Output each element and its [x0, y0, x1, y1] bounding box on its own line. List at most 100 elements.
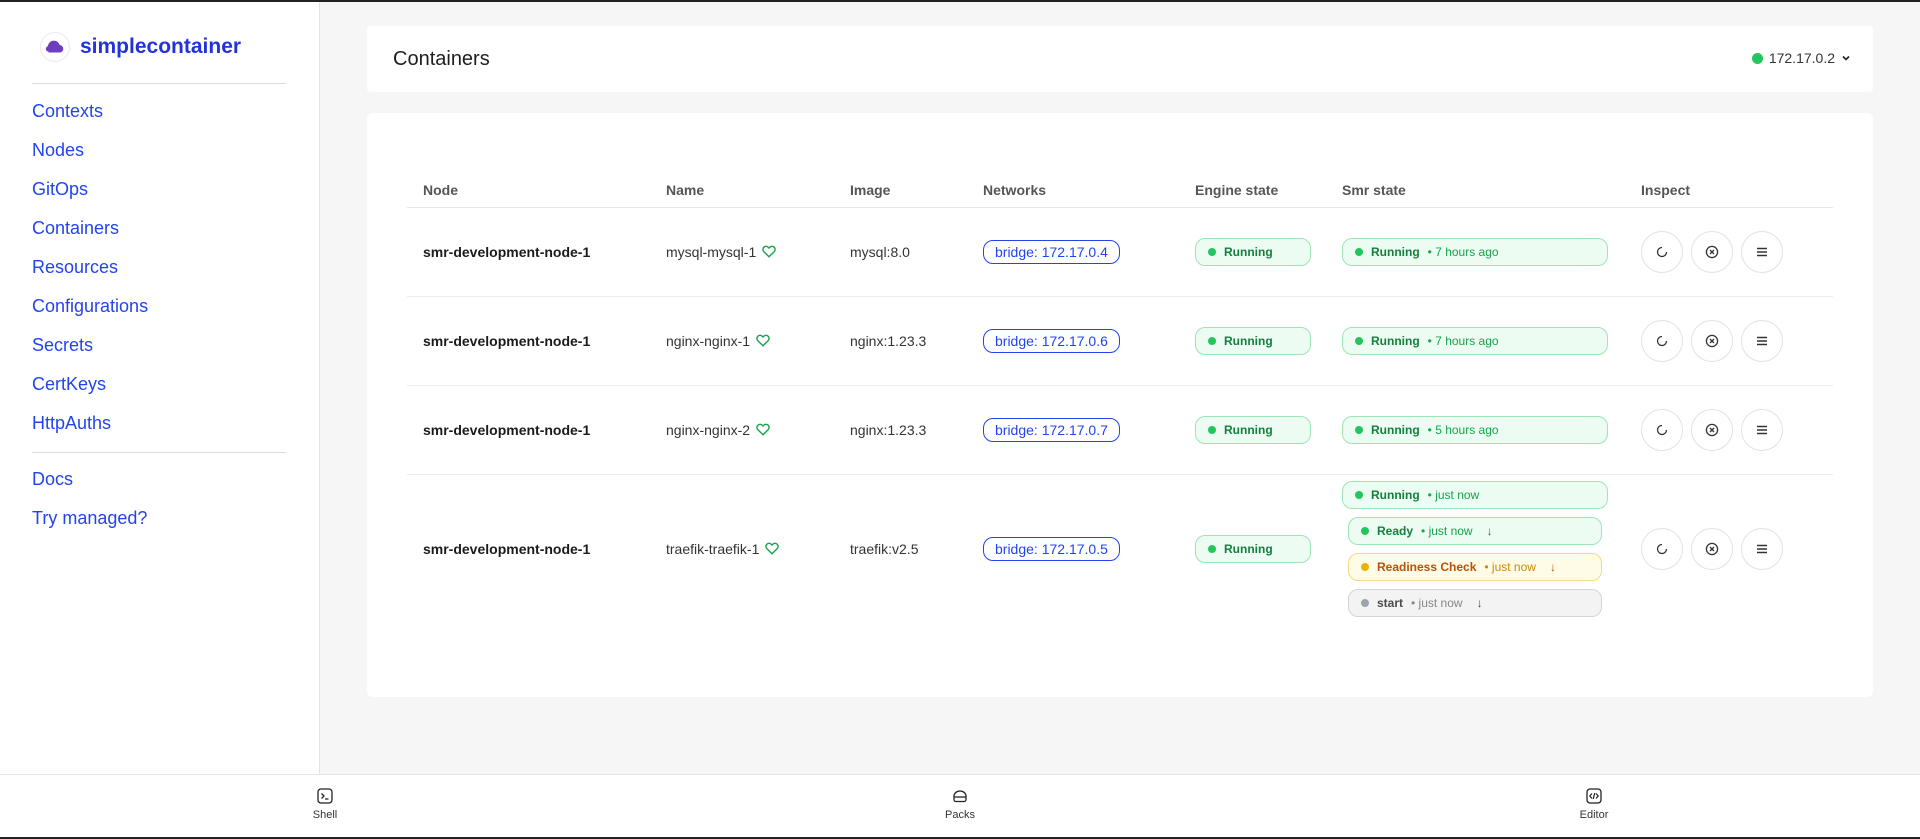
- table-row: smr-development-node-1 mysql-mysql-1 mys…: [407, 207, 1833, 297]
- arrow-down-icon: ↓: [1549, 559, 1556, 574]
- sidebar-item-try-managed[interactable]: Try managed?: [32, 508, 148, 528]
- cloud-logo-icon: [40, 32, 70, 62]
- node-cell: smr-development-node-1: [407, 207, 650, 297]
- brand[interactable]: simplecontainer: [40, 30, 241, 64]
- smr-state-cell: Running • just now Ready • just now ↓ Re…: [1326, 474, 1625, 623]
- status-dot: [1355, 425, 1363, 434]
- remove-button[interactable]: [1691, 319, 1733, 362]
- network-cell: bridge: 172.17.0.5: [967, 474, 1179, 623]
- node-ip-select[interactable]: 172.17.0.2: [1751, 50, 1851, 66]
- restart-button[interactable]: [1641, 408, 1683, 451]
- sidebar-item-containers[interactable]: Containers: [32, 218, 120, 238]
- bottom-bar: Shell Packs Editor: [0, 774, 1920, 837]
- substate-time: • just now: [1484, 559, 1536, 574]
- remove-button[interactable]: [1691, 408, 1733, 451]
- sidebar-item-contexts[interactable]: Contexts: [32, 101, 104, 121]
- container-name: mysql-mysql-1: [666, 243, 757, 260]
- status-dot: [1355, 490, 1363, 499]
- packs-button[interactable]: Packs: [930, 787, 990, 821]
- sidebar-item-secrets[interactable]: Secrets: [32, 335, 94, 355]
- table-row: smr-development-node-1 traefik-traefik-1…: [407, 474, 1833, 623]
- editor-button[interactable]: Editor: [1564, 787, 1624, 821]
- engine-state-label: Running: [1224, 333, 1273, 348]
- heart-health-icon: [765, 542, 780, 556]
- substate-label: Readiness Check: [1377, 559, 1477, 574]
- smr-state-cell: Running • 5 hours ago: [1326, 385, 1625, 475]
- menu-icon: [1757, 425, 1767, 434]
- sidebar-item-gitops[interactable]: GitOps: [32, 179, 89, 199]
- heart-health-icon: [762, 245, 777, 258]
- containers-table: Node Name Image Networks Engine state Sm…: [407, 173, 1833, 623]
- refresh-icon: [1656, 335, 1668, 346]
- sidebar-item-certkeys[interactable]: CertKeys: [32, 374, 107, 394]
- details-button[interactable]: [1741, 319, 1783, 362]
- restart-button[interactable]: [1641, 319, 1683, 362]
- engine-state-badge: Running: [1195, 326, 1311, 355]
- sidebar-item-nodes[interactable]: Nodes: [32, 140, 85, 160]
- sidebar-item-httpauths[interactable]: HttpAuths: [32, 413, 112, 433]
- smr-state-badge: Running • 7 hours ago: [1342, 237, 1608, 266]
- details-button[interactable]: [1741, 230, 1783, 273]
- status-dot: [1751, 52, 1763, 64]
- details-button[interactable]: [1741, 527, 1783, 570]
- inspect-cell: [1625, 207, 1833, 297]
- sidebar-divider: [32, 452, 286, 453]
- container-name: nginx-nginx-1: [666, 332, 751, 349]
- column-header-networks: Networks: [967, 173, 1179, 208]
- network-badge[interactable]: bridge: 172.17.0.4: [983, 239, 1120, 264]
- column-header-name: Name: [650, 173, 834, 208]
- engine-state-label: Running: [1224, 422, 1273, 437]
- remove-button[interactable]: [1691, 527, 1733, 570]
- column-header-smr-state: Smr state: [1326, 173, 1625, 208]
- shell-button[interactable]: Shell: [295, 787, 355, 821]
- restart-button[interactable]: [1641, 230, 1683, 273]
- engine-state-cell: Running: [1179, 207, 1326, 297]
- status-dot: [1355, 247, 1363, 256]
- inspect-cell: [1625, 474, 1833, 623]
- column-header-inspect: Inspect: [1625, 173, 1833, 208]
- network-badge[interactable]: bridge: 172.17.0.7: [983, 417, 1120, 442]
- smr-substate-readiness-check: Readiness Check • just now ↓: [1348, 552, 1602, 581]
- smr-state-label: Running: [1371, 244, 1420, 259]
- code-icon: [1586, 788, 1602, 804]
- network-cell: bridge: 172.17.0.7: [967, 385, 1179, 475]
- sidebar-item-docs[interactable]: Docs: [32, 469, 74, 489]
- substate-time: • just now: [1411, 595, 1463, 610]
- package-icon: [953, 790, 967, 803]
- image-cell: traefik:v2.5: [850, 540, 919, 557]
- smr-state-badge: Running • 7 hours ago: [1342, 326, 1608, 355]
- containers-card: Node Name Image Networks Engine state Sm…: [367, 113, 1873, 697]
- heart-health-icon: [756, 423, 770, 436]
- chevron-down-icon: [1842, 55, 1850, 61]
- sidebar-item-configurations[interactable]: Configurations: [32, 296, 149, 316]
- remove-button[interactable]: [1691, 230, 1733, 273]
- node-cell: smr-development-node-1: [407, 385, 650, 475]
- node-cell: smr-development-node-1: [423, 540, 591, 557]
- close-circle-icon: [1705, 334, 1719, 347]
- sidebar-item-resources[interactable]: Resources: [32, 257, 119, 277]
- substate-time: • just now: [1421, 523, 1473, 538]
- name-cell: traefik-traefik-1: [650, 474, 834, 623]
- status-dot: [1361, 526, 1369, 535]
- container-name: nginx-nginx-2: [666, 421, 751, 438]
- table-row: smr-development-node-1 nginx-nginx-1 ngi…: [407, 296, 1833, 386]
- details-button[interactable]: [1741, 408, 1783, 451]
- inspect-cell: [1625, 296, 1833, 386]
- smr-state-cell: Running • 7 hours ago: [1326, 207, 1625, 297]
- status-dot: [1361, 598, 1369, 607]
- shell-label: Shell: [312, 809, 338, 821]
- network-badge[interactable]: bridge: 172.17.0.5: [983, 536, 1120, 561]
- status-dot: [1361, 562, 1369, 571]
- network-badge[interactable]: bridge: 172.17.0.6: [983, 328, 1120, 353]
- node-cell: smr-development-node-1: [407, 296, 650, 386]
- name-cell: nginx-nginx-1: [650, 296, 834, 386]
- status-dot: [1208, 336, 1216, 345]
- engine-state-badge: Running: [1195, 415, 1311, 444]
- smr-state-label: Running: [1371, 422, 1420, 437]
- engine-state-badge: Running: [1195, 237, 1311, 266]
- restart-button[interactable]: [1641, 527, 1683, 570]
- smr-state-time: • 5 hours ago: [1427, 422, 1499, 437]
- arrow-down-icon: ↓: [1486, 523, 1493, 538]
- smr-state-time: • just now: [1427, 487, 1480, 502]
- page-header: Containers 172.17.0.2: [367, 26, 1873, 92]
